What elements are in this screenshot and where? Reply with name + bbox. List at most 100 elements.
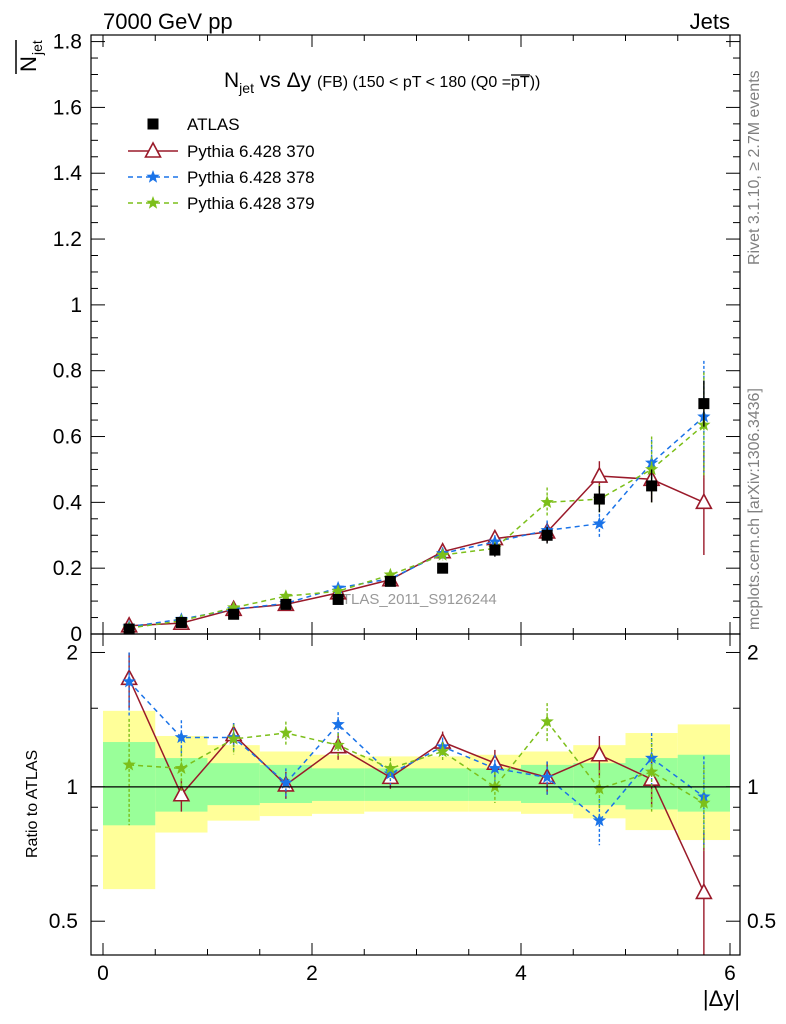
legend: ATLAS Pythia 6.428 370 Pythia 6.428 378 Pyt… xyxy=(128,115,315,213)
data-point xyxy=(331,584,345,597)
y-tick-label: 1.6 xyxy=(53,96,82,119)
legend-entry-2: Pythia 6.428 378 xyxy=(128,168,315,187)
ratio-point xyxy=(172,785,191,802)
ratio-point xyxy=(174,730,188,744)
ratio-point xyxy=(279,776,293,789)
series-0-main xyxy=(123,380,710,635)
ratio-point xyxy=(488,779,502,793)
data-point xyxy=(437,562,449,574)
mcplots-label: mcplots.cern.ch [arXiv:1306.3436] xyxy=(746,388,763,630)
main-plot-area xyxy=(91,35,740,634)
y-axis-label-ratio: Ratio to ATLAS xyxy=(24,750,41,858)
x-tick-label: 6 xyxy=(724,962,736,985)
data-point xyxy=(695,492,713,510)
jets-label: Jets xyxy=(690,9,730,34)
green-band-bin xyxy=(312,768,365,801)
ratio-point xyxy=(645,751,659,764)
ratio-point xyxy=(174,761,188,774)
data-point xyxy=(592,516,606,530)
y-tick-label: 0.8 xyxy=(53,360,82,383)
data-point xyxy=(332,593,344,605)
ratio-point xyxy=(590,745,609,762)
data-point xyxy=(489,544,501,556)
data-point xyxy=(279,589,293,602)
x-tick-label: 4 xyxy=(515,962,527,985)
ratio-point xyxy=(122,674,136,688)
legend-marker xyxy=(147,118,159,130)
data-point xyxy=(540,495,554,508)
ratio-plot-frame xyxy=(90,633,741,956)
ratio-point xyxy=(540,714,554,728)
data-point xyxy=(123,623,135,635)
svg-text:jet: jet xyxy=(29,40,45,56)
ratio-point xyxy=(695,882,713,900)
ratio-point xyxy=(279,726,293,739)
main-series-layer xyxy=(120,360,713,635)
rivet-version-label: Rivet 3.1.10, ≥ 2.7M events xyxy=(746,70,763,265)
legend-label: ATLAS xyxy=(187,115,240,134)
ratio-point xyxy=(383,761,397,774)
data-point xyxy=(436,548,450,561)
axis-ticks: 0 2 4 600.20.40.60.811.21.41.61.80.5 0.51 12 2 xyxy=(49,31,776,985)
ratio-series-layer xyxy=(120,652,713,955)
data-point xyxy=(227,600,241,614)
ratio-tick-label-right: 2 xyxy=(747,641,759,664)
y-tick-label: 0 xyxy=(70,623,82,646)
y-axis-label-main: N jet xyxy=(15,40,45,74)
ratio-tick-label: 1 xyxy=(66,776,78,799)
ratio-point xyxy=(697,796,711,809)
data-point xyxy=(384,575,396,587)
legend-marker xyxy=(144,141,162,158)
legend-label: Pythia 6.428 370 xyxy=(187,142,315,161)
series-line xyxy=(128,424,705,629)
green-band-bin xyxy=(207,763,260,806)
analysis-watermark: ATLAS_2011_S9126244 xyxy=(333,591,497,608)
legend-entry-0: ATLAS xyxy=(147,115,240,134)
data-point xyxy=(541,529,553,541)
legend-entry-3: Pythia 6.428 379 xyxy=(128,194,315,213)
svg-text:N: N xyxy=(16,56,41,72)
y-tick-label: 1.4 xyxy=(53,162,83,185)
y-tick-label: 0.2 xyxy=(53,557,82,580)
ratio-point xyxy=(122,757,136,771)
data-point xyxy=(280,598,292,610)
data-point xyxy=(228,608,240,620)
data-point xyxy=(383,567,397,581)
ratio-line xyxy=(128,681,705,822)
ratio-point xyxy=(331,717,345,731)
data-point xyxy=(593,493,605,505)
legend-marker xyxy=(146,196,160,209)
legend-label: Pythia 6.428 379 xyxy=(187,194,315,213)
green-band-bin xyxy=(416,768,469,801)
ratio-point xyxy=(592,781,606,795)
data-point xyxy=(645,462,659,476)
energy-label: 7000 GeV pp xyxy=(103,9,233,34)
ratio-point xyxy=(645,764,659,778)
ratio-tick-label: 2 xyxy=(66,641,78,664)
ratio-point xyxy=(592,813,606,827)
series-line xyxy=(129,475,705,627)
data-point xyxy=(698,398,710,410)
ratio-tick-label: 0.5 xyxy=(49,910,78,933)
data-point xyxy=(175,616,187,628)
y-tick-label: 1.8 xyxy=(53,31,82,54)
y-tick-label: 1 xyxy=(70,294,82,317)
ratio-line xyxy=(129,720,705,804)
legend-marker xyxy=(146,170,160,183)
x-tick-label: 0 xyxy=(97,962,109,985)
ratio-point xyxy=(540,770,554,783)
series-line xyxy=(128,416,705,628)
plot-title: Njet vs Δy (FB) (150 < pT < 180 (Q0 =pT)… xyxy=(224,69,540,96)
ratio-point xyxy=(383,766,397,780)
data-point xyxy=(590,466,609,483)
ratio-tick-label-right: 1 xyxy=(747,776,759,799)
ratio-point xyxy=(331,738,345,751)
x-axis-label: |Δy| xyxy=(703,986,740,1011)
ratio-point xyxy=(436,744,450,758)
data-point xyxy=(488,534,502,548)
data-point xyxy=(646,480,658,492)
x-tick-label: 2 xyxy=(306,962,318,985)
ratio-point xyxy=(488,761,502,774)
series-3-ratio xyxy=(122,703,711,851)
